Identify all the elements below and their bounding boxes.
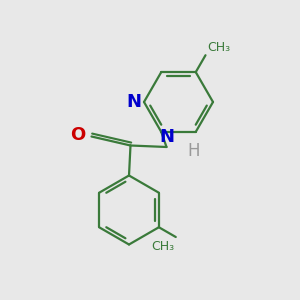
Text: H: H (188, 142, 200, 160)
Text: N: N (159, 128, 174, 146)
Text: O: O (70, 126, 85, 144)
Text: CH₃: CH₃ (207, 41, 230, 54)
Text: N: N (127, 93, 142, 111)
Text: CH₃: CH₃ (151, 240, 174, 253)
